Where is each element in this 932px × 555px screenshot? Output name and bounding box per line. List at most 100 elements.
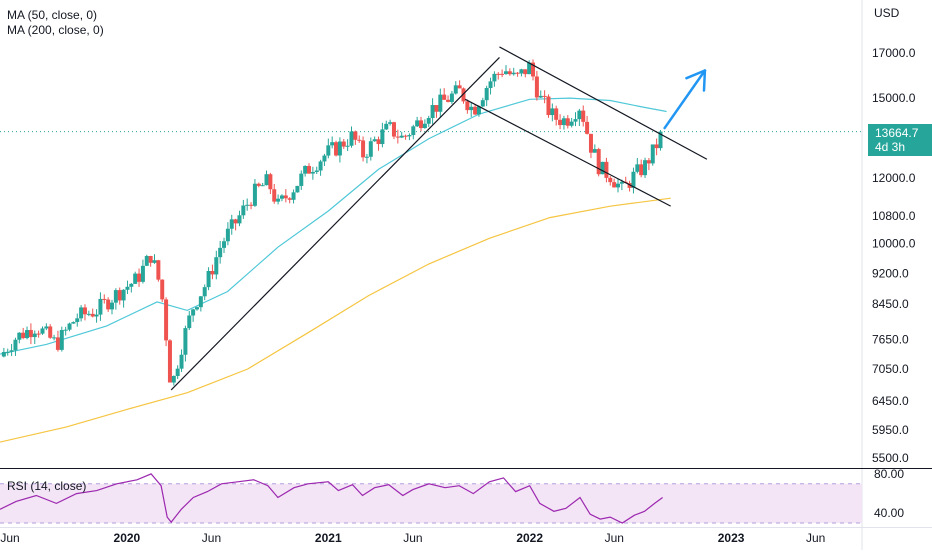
candle-body	[631, 171, 636, 188]
candle-body	[79, 307, 84, 319]
candle-body	[403, 135, 408, 137]
candle-body	[480, 100, 485, 107]
candle-body	[260, 185, 265, 187]
candle-body	[175, 368, 180, 377]
projection-arrow-head	[702, 69, 707, 92]
candle-body	[206, 270, 211, 288]
candle-body	[569, 121, 574, 126]
candles	[1, 59, 663, 386]
rsi-tick-label: 40.00	[874, 506, 904, 520]
candle-body	[102, 298, 107, 300]
candle-body	[496, 73, 501, 75]
indicator-legend: MA (50, close, 0) MA (200, close, 0)	[7, 8, 104, 38]
candle-body	[167, 340, 172, 383]
candle-body	[565, 118, 570, 126]
candle-body	[619, 181, 624, 184]
candle-body	[90, 313, 95, 317]
candle-body	[140, 265, 145, 282]
candle-body	[36, 333, 41, 335]
currency-label: USD	[874, 6, 900, 20]
candle-body	[276, 198, 281, 202]
time-tick-label: 2022	[516, 531, 543, 545]
candle-body	[561, 118, 566, 126]
candle-body	[13, 339, 18, 351]
candle-body	[372, 139, 377, 142]
candle-body	[326, 145, 331, 156]
candle-body	[198, 296, 203, 308]
price-tick-label: 12000.0	[872, 171, 916, 185]
candle-body	[422, 123, 427, 129]
price-tick-label: 6450.0	[872, 394, 909, 408]
rsi-line	[0, 473, 663, 524]
candle-body	[353, 131, 358, 140]
candle-body	[55, 337, 60, 350]
candle-body	[98, 298, 103, 315]
candle-body	[272, 189, 277, 202]
candle-body	[1, 351, 6, 357]
candle-body	[550, 108, 555, 116]
candle-body	[488, 81, 493, 89]
candle-body	[303, 165, 308, 174]
candle-body	[461, 88, 466, 102]
candle-body	[577, 110, 582, 120]
time-tick-label: Jun	[403, 531, 422, 545]
time-tick-label: Jun	[806, 531, 825, 545]
ma200-line	[0, 197, 671, 443]
projection-arrow-shaft	[663, 69, 707, 130]
candle-body	[237, 215, 242, 224]
candle-body	[252, 183, 257, 206]
candle-body	[531, 62, 536, 77]
candle-body	[137, 273, 142, 282]
candle-body	[187, 315, 192, 329]
candle-body	[449, 93, 454, 102]
candle-body	[40, 328, 45, 334]
candle-body	[438, 94, 443, 112]
candle-body	[500, 73, 505, 75]
candle-body	[654, 144, 659, 149]
candle-body	[133, 273, 138, 284]
rsi-tick-label: 80.00	[874, 467, 904, 481]
price-tick-label: 5950.0	[872, 423, 909, 437]
candle-body	[635, 164, 640, 172]
candle-body	[558, 119, 563, 126]
candle-body	[63, 329, 68, 331]
candle-body	[442, 94, 447, 100]
candle-body	[94, 314, 99, 317]
candle-body	[191, 309, 196, 316]
candle-body	[279, 195, 284, 199]
candle-body	[264, 174, 269, 186]
candle-body	[25, 330, 30, 339]
candle-body	[573, 119, 578, 122]
candle-body	[307, 165, 312, 174]
candle-body	[639, 164, 644, 176]
candle-body	[249, 204, 254, 206]
candle-body	[542, 95, 547, 97]
candle-body	[616, 183, 621, 188]
candle-body	[484, 88, 489, 101]
time-tick-label: Jun	[202, 531, 221, 545]
candle-body	[21, 332, 26, 339]
candle-body	[310, 171, 315, 174]
candle-body	[268, 174, 273, 190]
candle-body	[434, 105, 439, 112]
candle-body	[52, 337, 57, 339]
candle-body	[399, 135, 404, 138]
candle-body	[86, 313, 91, 315]
candle-body	[411, 126, 416, 136]
time-tick-label: Jun	[0, 531, 19, 545]
trendline-3	[464, 98, 671, 207]
candle-body	[318, 161, 323, 171]
candle-body	[581, 110, 586, 122]
candle-body	[28, 330, 33, 338]
candle-body	[295, 185, 300, 193]
candle-body	[214, 257, 219, 275]
rsi-legend: RSI (14, close)	[7, 479, 87, 493]
price-tick-label: 9200.0	[872, 267, 909, 281]
projection-arrow-head	[685, 69, 707, 80]
candle-body	[507, 71, 512, 75]
candle-body	[241, 205, 246, 216]
candle-body	[113, 290, 118, 303]
time-tick-label: Jun	[605, 531, 624, 545]
candle-body	[523, 69, 528, 75]
